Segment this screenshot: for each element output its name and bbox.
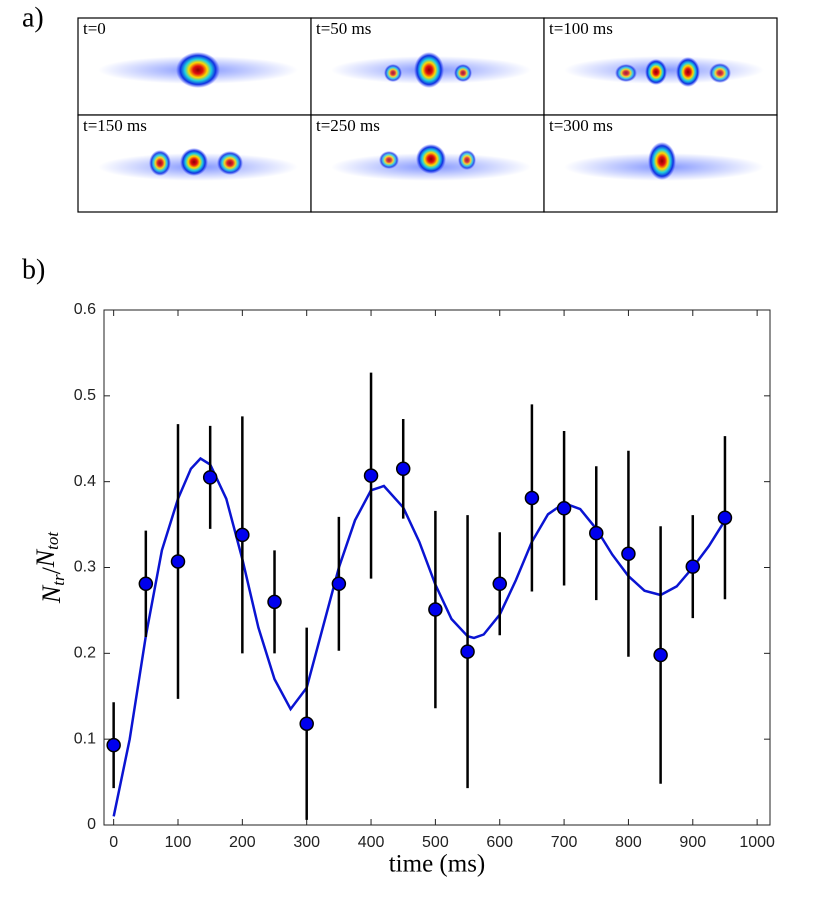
image-grid: t=0 t=50 ms t=100 ms t=150 ms t=250 ms t=300 …: [77, 17, 778, 213]
atom-cloud: [648, 142, 676, 180]
atom-cloud: [645, 59, 667, 85]
data-point: [653, 647, 668, 663]
atom-cloud: [709, 63, 731, 83]
plot: 0 100 200 300 400 500 600 700 800 900 1000 0 0.1 0.2 0…: [31, 301, 775, 878]
x-tick-label: 1000: [739, 834, 775, 851]
data-point: [331, 576, 347, 592]
y-label-part: N: [37, 584, 66, 604]
y-tick-label: 0.2: [74, 645, 96, 662]
y-tick-label: 0.1: [74, 730, 96, 747]
data-point: [524, 490, 540, 506]
data-point: [492, 576, 507, 592]
y-label-part: N: [31, 548, 60, 568]
y-label-subscript: tot: [43, 531, 62, 550]
y-axis-label: Ntr/Ntot: [31, 531, 68, 604]
data-point: [106, 737, 121, 753]
data-point: [170, 554, 186, 569]
x-tick-label: 600: [486, 834, 513, 851]
atom-cloud: [180, 148, 208, 176]
x-tick-label: 300: [293, 834, 320, 851]
y-tick-label: 0.6: [74, 301, 96, 318]
x-axis-label: time (ms): [389, 851, 486, 878]
y-label-part: /: [37, 566, 66, 574]
data-point: [428, 602, 443, 617]
data-point: [621, 546, 636, 562]
data-point: [363, 468, 379, 483]
atom-cloud: [379, 151, 399, 169]
atom-cloud: [176, 52, 220, 88]
axes-frame: [103, 309, 771, 826]
x-tick-label: 200: [229, 834, 256, 851]
data-point: [460, 644, 475, 659]
frame-label: t=0: [83, 19, 106, 38]
panel-label: b): [22, 254, 45, 285]
x-tick-label: 700: [551, 834, 578, 851]
y-tick-label: 0: [87, 816, 96, 833]
data-point: [395, 461, 411, 477]
x-tick-label: 0: [109, 834, 118, 851]
data-point: [267, 594, 282, 610]
x-tick-label: 800: [615, 834, 642, 851]
atom-cloud: [676, 57, 700, 87]
data-point: [717, 510, 733, 525]
data-point: [138, 576, 154, 592]
data-point: [685, 559, 701, 574]
panel-label: a): [22, 2, 44, 33]
data-point: [556, 501, 572, 516]
x-tick-label: 400: [358, 834, 385, 851]
y-tick-label: 0.3: [74, 559, 96, 576]
atom-cloud: [217, 151, 243, 175]
x-tick-label: 500: [422, 834, 449, 851]
frame-label: t=300 ms: [549, 116, 613, 135]
atom-cloud: [615, 64, 637, 82]
x-tick-label: 100: [165, 834, 192, 851]
frame-label: t=250 ms: [316, 116, 380, 135]
frame-label: t=100 ms: [549, 19, 613, 38]
data-point: [202, 470, 218, 485]
data-point: [589, 525, 604, 541]
y-tick-label: 0.4: [74, 473, 96, 490]
y-tick-label: 0.5: [74, 387, 96, 404]
fit-line: [112, 456, 727, 817]
data-point: [299, 716, 314, 731]
data-point: [235, 527, 250, 543]
atom-cloud: [458, 150, 476, 170]
x-tick-label: 900: [679, 834, 706, 851]
atom-cloud: [454, 64, 472, 82]
atom-cloud: [416, 144, 446, 174]
frame-label: t=50 ms: [316, 19, 371, 38]
y-label-subscript: tr: [49, 574, 68, 586]
atom-cloud: [384, 64, 402, 82]
atom-cloud: [414, 52, 444, 88]
atom-cloud: [149, 150, 171, 176]
frame-label: t=150 ms: [83, 116, 147, 135]
